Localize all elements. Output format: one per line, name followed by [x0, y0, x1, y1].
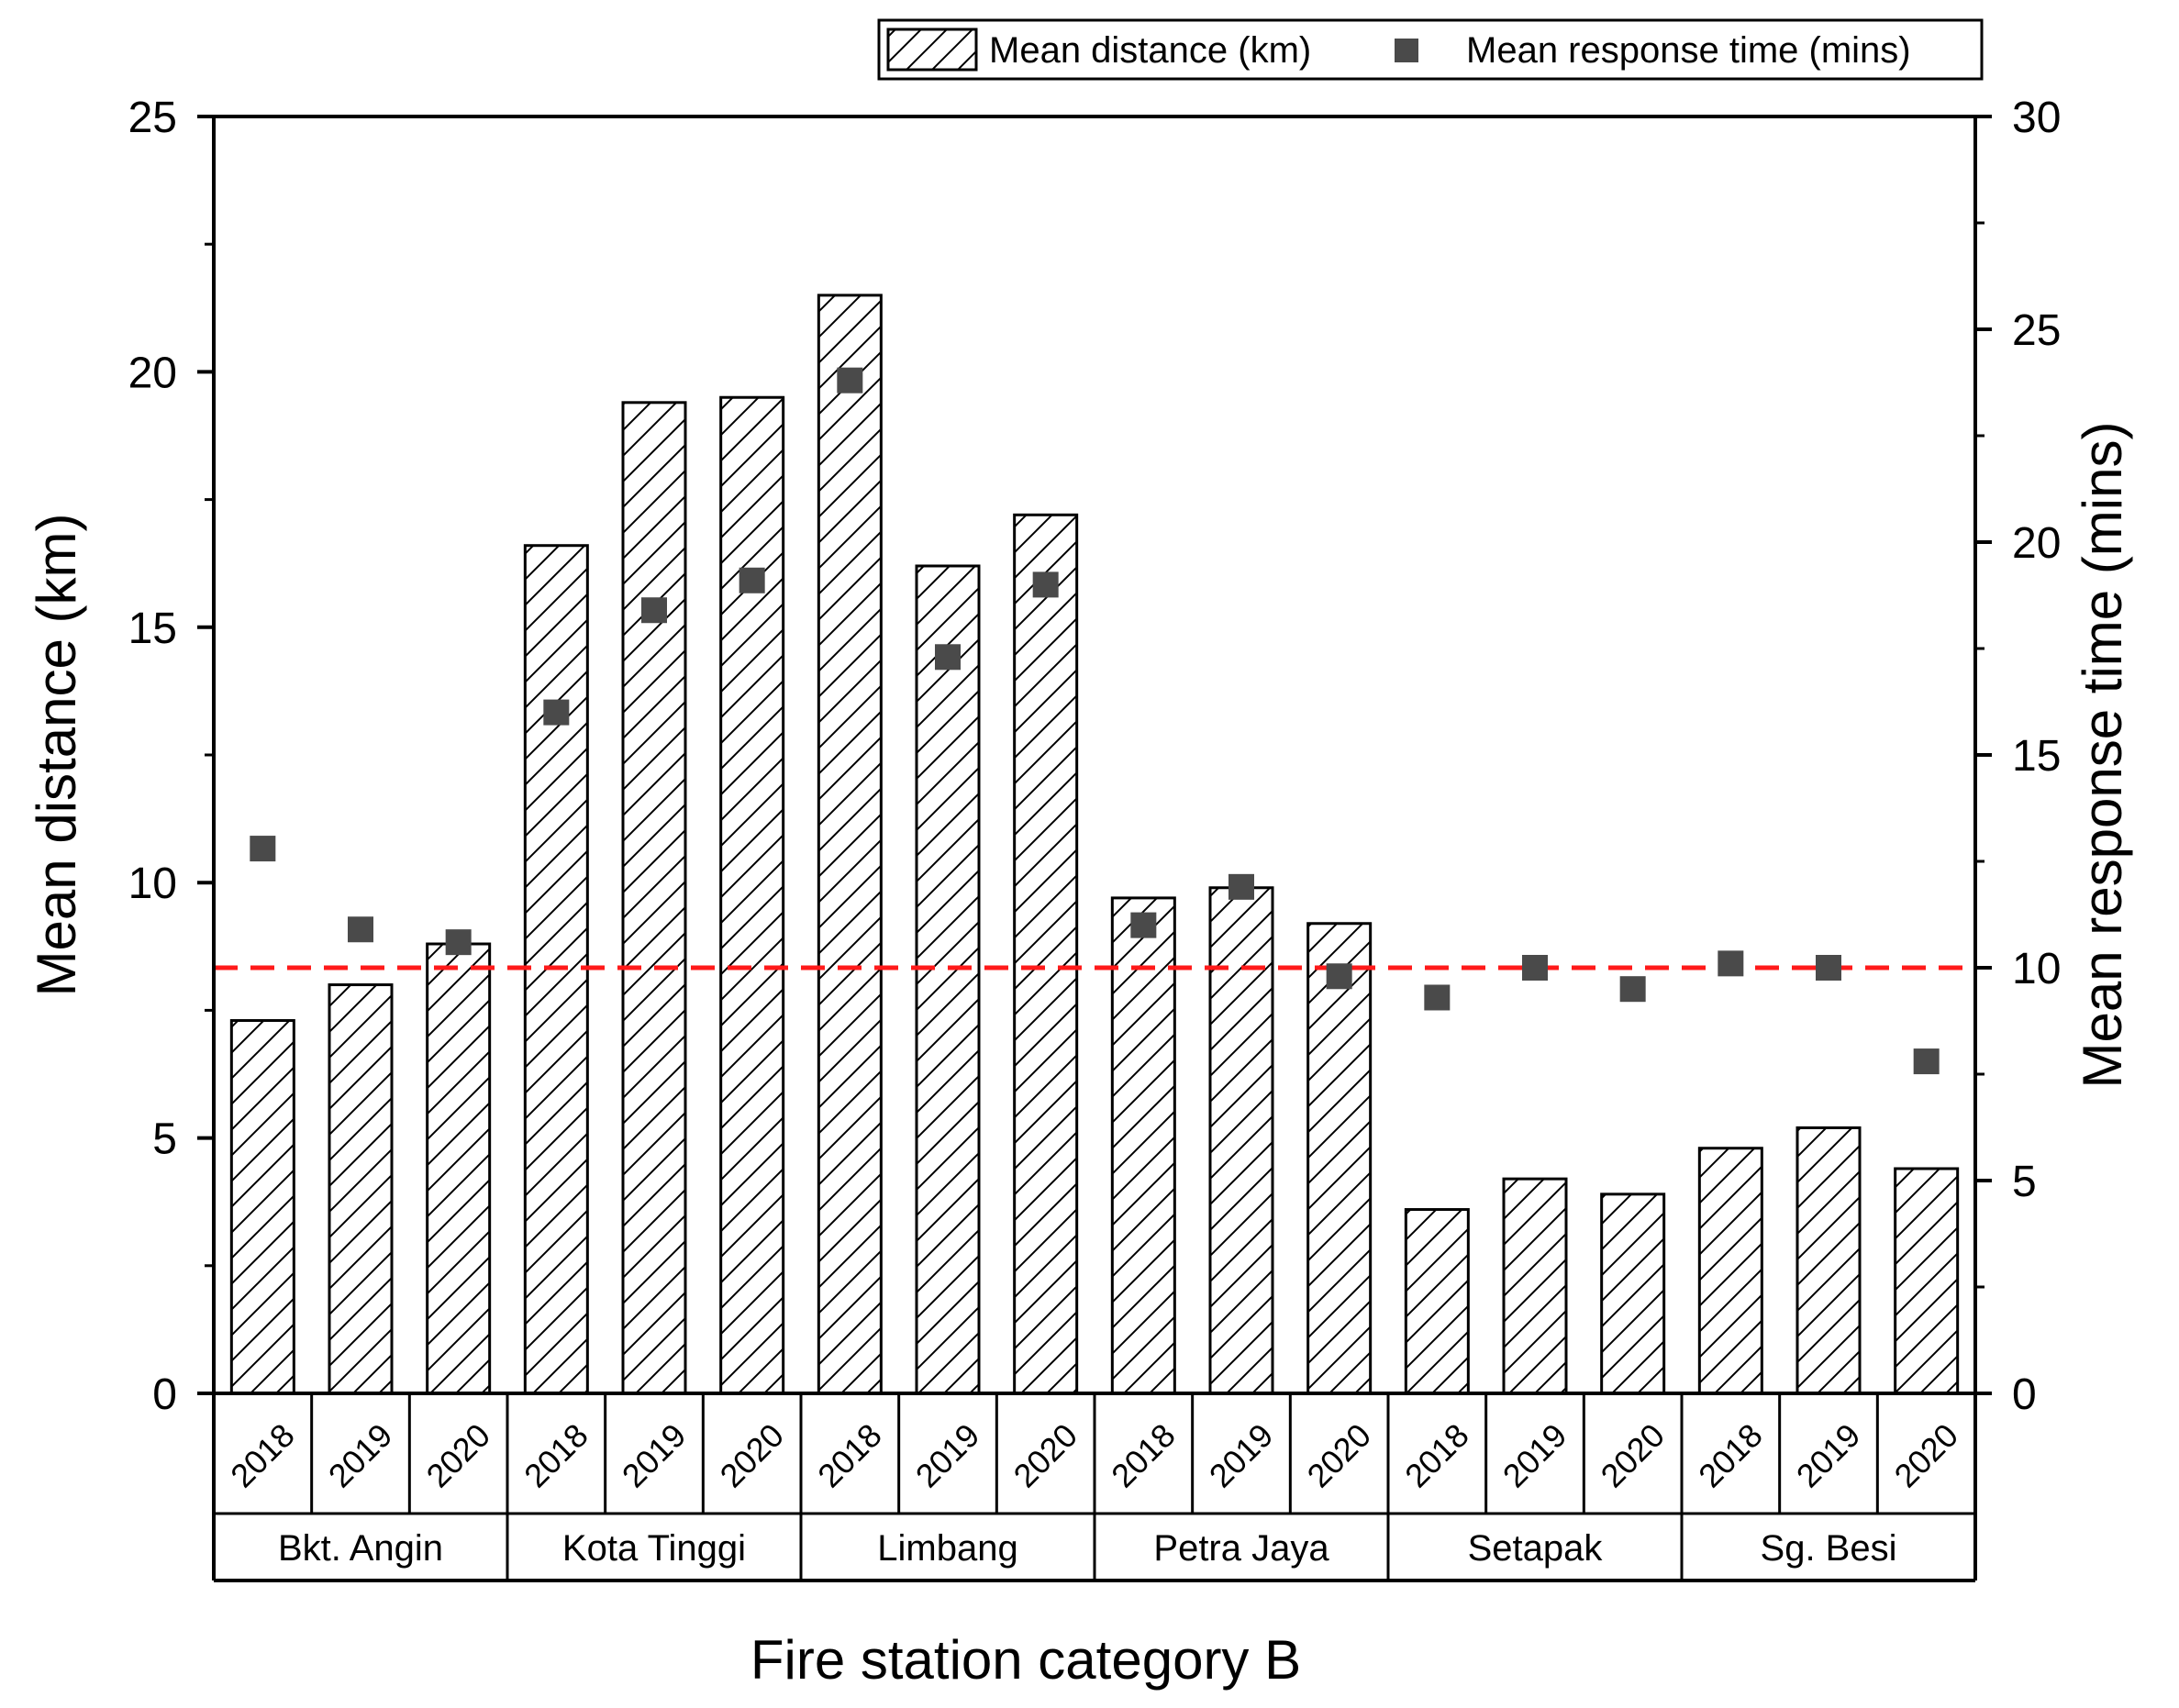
year-label: 2020 — [1006, 1416, 1085, 1495]
group-label: Limbang — [877, 1528, 1017, 1569]
year-label: 2018 — [1397, 1416, 1476, 1495]
left-tick-label: 10 — [128, 860, 177, 908]
left-tick-label: 5 — [152, 1115, 177, 1164]
left-tick-label: 15 — [128, 604, 177, 653]
response-time-marker — [1228, 873, 1254, 900]
right-axis-ticks: 0 5 10 15 20 25 30 — [1975, 94, 2061, 1419]
distance-bar — [1600, 1192, 1666, 1395]
left-tick-label: 0 — [152, 1370, 177, 1419]
year-label: 2019 — [1789, 1416, 1868, 1495]
year-label: 2019 — [1202, 1416, 1281, 1495]
right-tick-label: 0 — [2012, 1370, 2037, 1419]
group-label: Kota Tinggi — [562, 1528, 746, 1569]
distance-bar — [817, 294, 883, 1395]
response-time-marker — [1718, 950, 1744, 977]
right-tick-label: 30 — [2012, 94, 2061, 142]
year-label: 2020 — [1300, 1416, 1379, 1495]
group-label: Petra Jaya — [1153, 1528, 1329, 1569]
distance-bar — [1306, 922, 1373, 1395]
year-label: 2018 — [223, 1416, 302, 1495]
year-label: 2020 — [1887, 1416, 1966, 1495]
distance-bar — [1208, 886, 1274, 1395]
right-tick-label: 15 — [2012, 732, 2061, 781]
distance-bar — [1894, 1167, 1960, 1395]
year-label: 2019 — [1495, 1416, 1574, 1495]
legend-label-distance: Mean distance (km) — [989, 30, 1311, 71]
right-tick-label: 20 — [2012, 519, 2061, 568]
left-axis-ticks: 0 5 10 15 20 25 — [128, 94, 214, 1419]
legend-label-response: Mean response time (mins) — [1466, 30, 1911, 71]
distance-bar — [621, 401, 687, 1395]
year-label: 2020 — [1594, 1416, 1673, 1495]
response-time-marker — [250, 836, 276, 862]
distance-bar — [1795, 1126, 1862, 1395]
bars-layer — [229, 294, 1960, 1395]
response-time-marker — [1326, 963, 1352, 990]
group-label: Setapak — [1468, 1528, 1604, 1569]
year-label: 2020 — [713, 1416, 792, 1495]
distance-bar — [1013, 513, 1079, 1395]
response-time-marker — [935, 644, 961, 671]
legend-box — [877, 18, 1984, 81]
right-tick-label: 25 — [2012, 306, 2061, 355]
year-label: 2019 — [321, 1416, 400, 1495]
response-time-marker — [837, 367, 863, 394]
year-label: 2018 — [1104, 1416, 1183, 1495]
response-time-marker — [1130, 912, 1157, 938]
response-time-marker — [641, 597, 667, 624]
response-time-marker — [445, 929, 472, 956]
response-time-marker — [348, 916, 373, 943]
right-tick-label: 10 — [2012, 945, 2061, 993]
legend: Mean distance (km) Mean response time (m… — [877, 18, 1984, 81]
distance-bar — [719, 395, 785, 1395]
year-label: 2020 — [419, 1416, 498, 1495]
y-axis-title-left: Mean distance (km) — [26, 514, 87, 997]
x-axis-title: Fire station category B — [750, 1629, 1301, 1691]
left-tick-label: 20 — [128, 349, 177, 397]
y-axis-title-right: Mean response time (mins) — [2072, 422, 2133, 1089]
distance-bar — [1110, 896, 1176, 1395]
distance-bar — [1404, 1208, 1470, 1395]
response-time-marker — [1913, 1048, 1940, 1075]
year-label: 2019 — [908, 1416, 987, 1495]
distance-bar — [328, 983, 394, 1395]
response-time-marker — [1619, 976, 1646, 1003]
year-label: 2018 — [810, 1416, 889, 1495]
distance-bar — [915, 564, 981, 1395]
distance-bar — [229, 1019, 295, 1395]
group-label: Sg. Besi — [1761, 1528, 1897, 1569]
year-label: 2018 — [517, 1416, 595, 1495]
response-time-marker — [1424, 984, 1451, 1011]
year-label: 2019 — [615, 1416, 694, 1495]
response-time-marker — [1522, 955, 1548, 981]
response-time-marker — [1816, 955, 1841, 981]
distance-bar — [1502, 1177, 1568, 1395]
markers-layer — [250, 367, 1940, 1075]
right-tick-label: 5 — [2012, 1158, 2037, 1206]
response-time-marker — [1032, 571, 1059, 598]
response-time-marker — [543, 699, 570, 726]
distance-bar — [426, 942, 492, 1395]
legend-marker-response — [1395, 39, 1418, 62]
legend-swatch-distance — [886, 28, 978, 72]
distance-bar — [1697, 1147, 1763, 1395]
left-tick-label: 25 — [128, 94, 177, 142]
response-time-marker — [739, 567, 765, 593]
group-label: Bkt. Angin — [278, 1528, 443, 1569]
year-label: 2018 — [1691, 1416, 1770, 1495]
